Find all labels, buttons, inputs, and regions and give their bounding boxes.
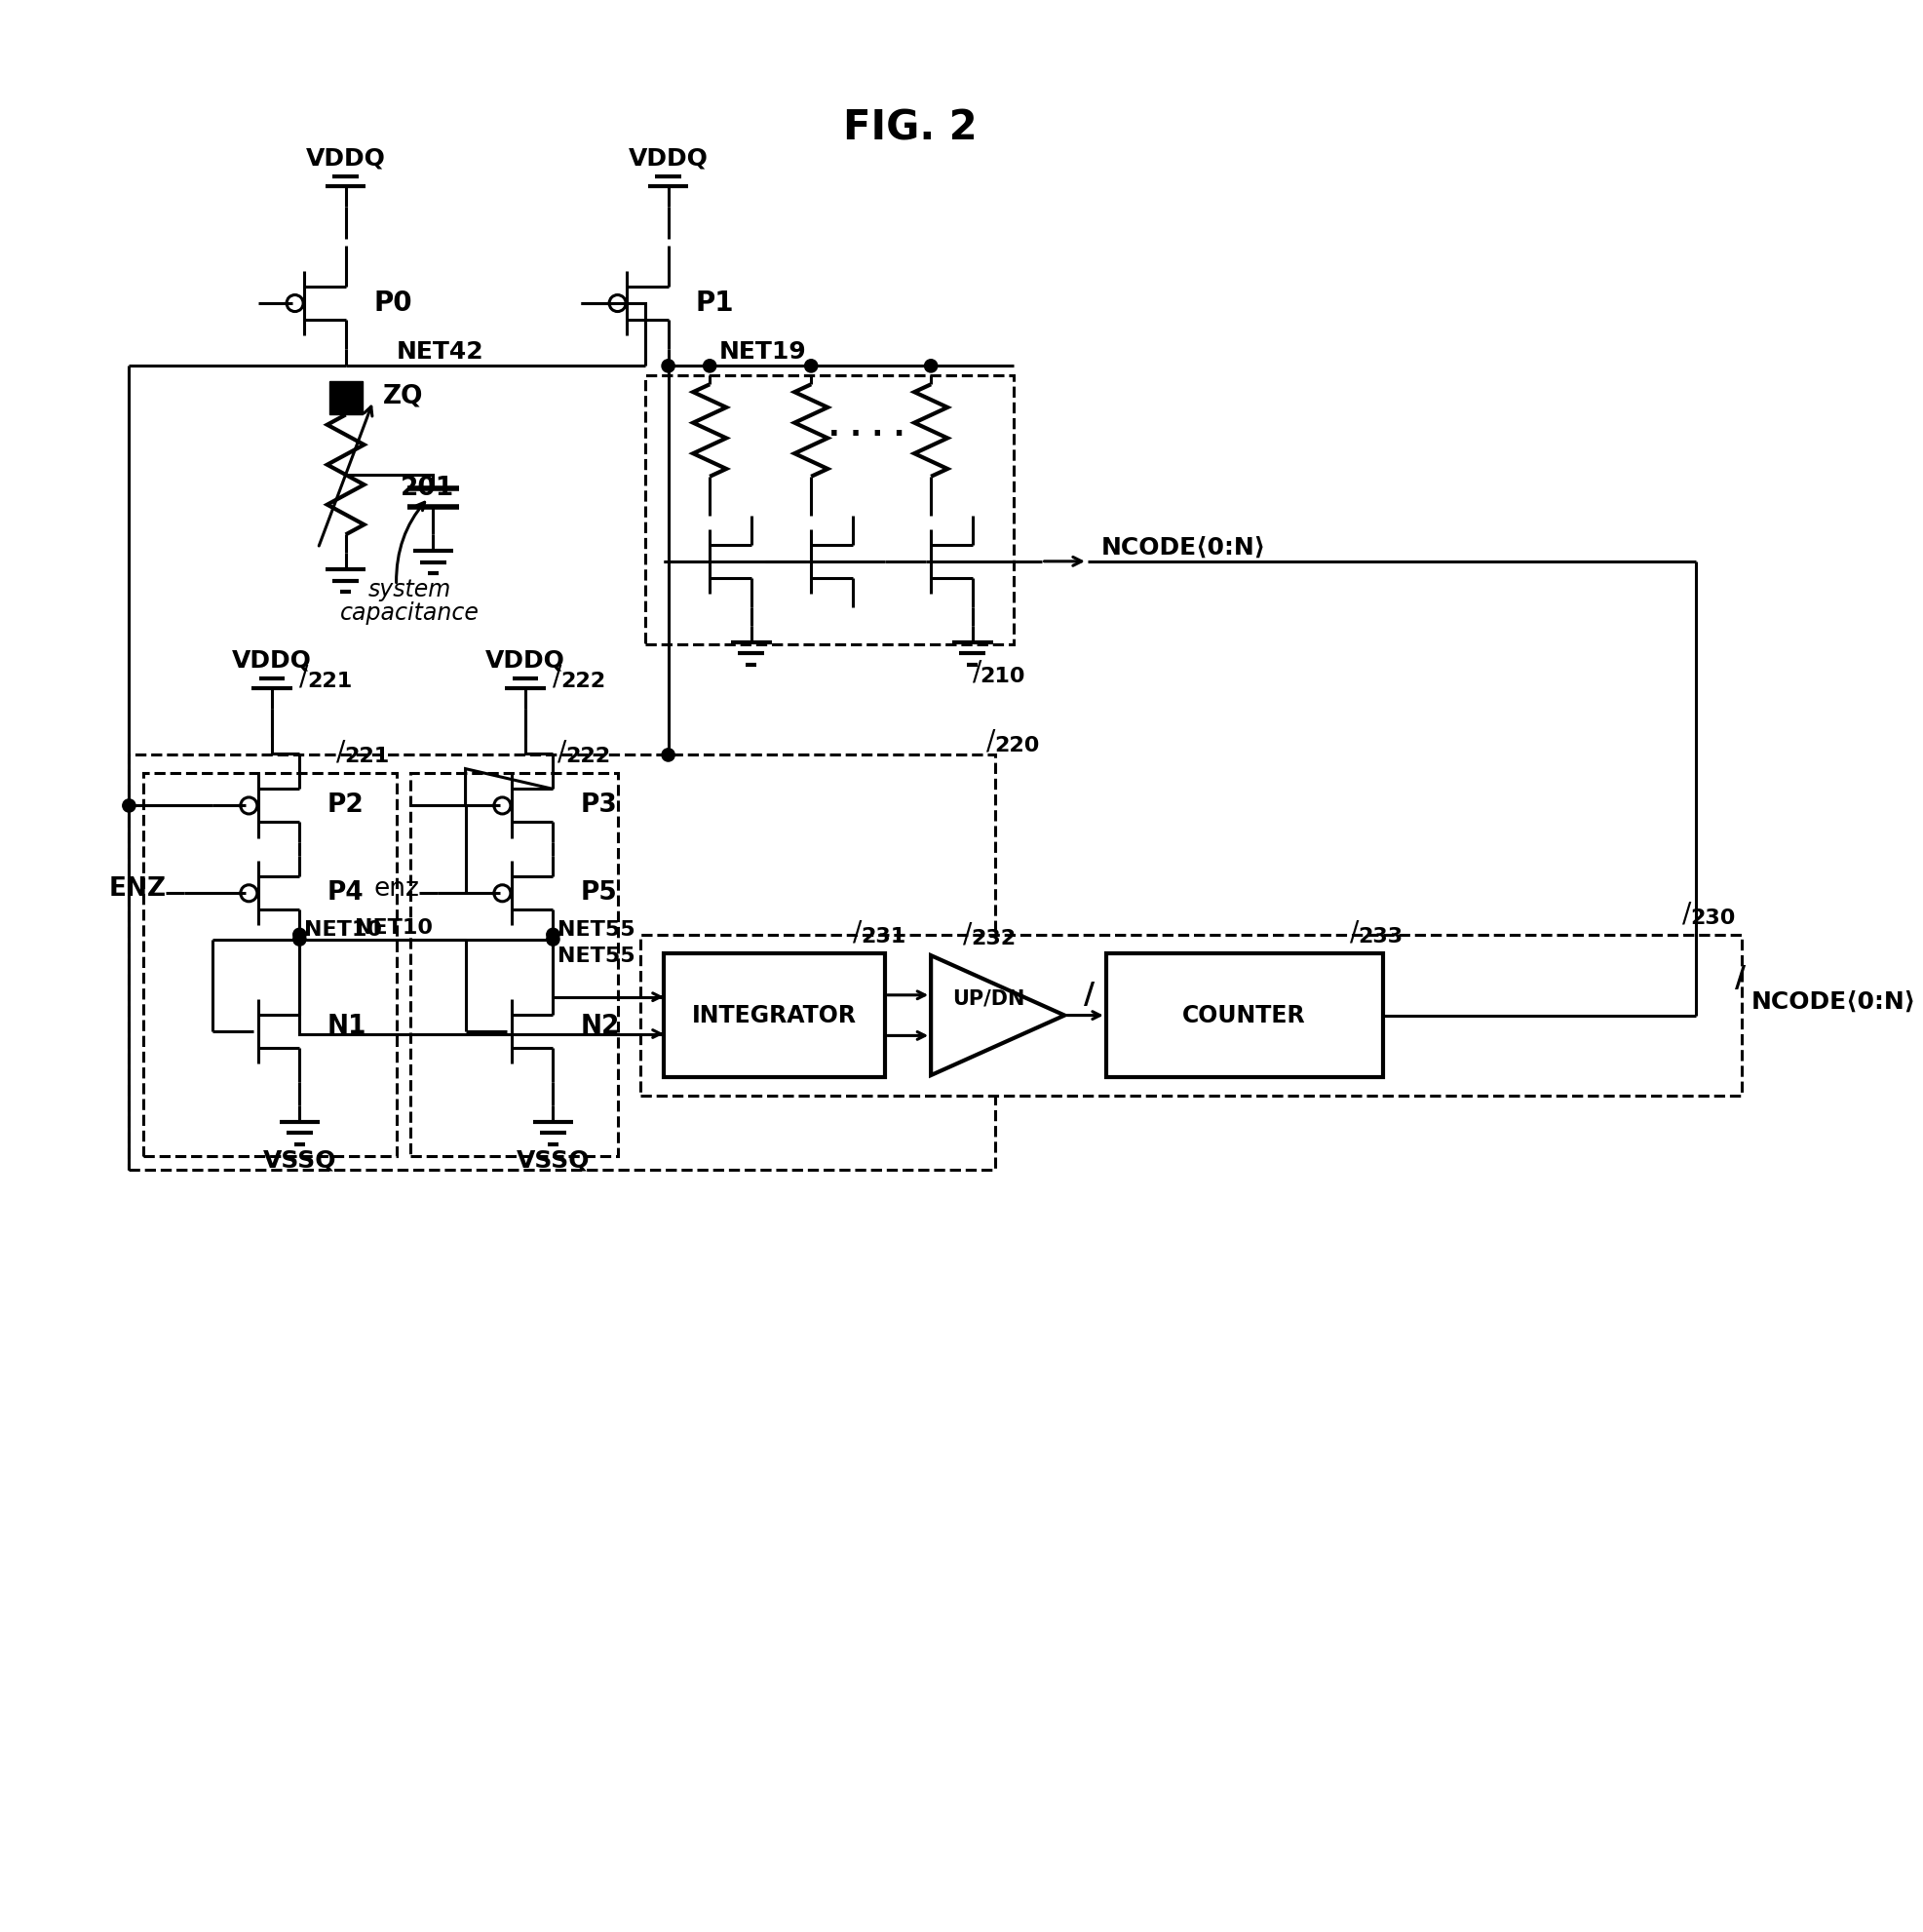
Text: system: system: [369, 578, 452, 601]
Bar: [1106, 952, 1383, 1078]
Text: NET10: NET10: [354, 918, 433, 937]
Text: P1: P1: [696, 290, 735, 317]
Bar: [329, 381, 362, 415]
Text: /: /: [971, 659, 981, 686]
Text: NCODE⟨0:N⟩: NCODE⟨0:N⟩: [1750, 989, 1915, 1012]
Text: VDDQ: VDDQ: [485, 649, 565, 672]
Text: enz: enz: [373, 875, 419, 900]
Bar: [129, 755, 994, 1169]
Bar: [410, 773, 617, 1155]
Circle shape: [662, 748, 675, 761]
Text: /: /: [1083, 981, 1094, 1009]
Text: /: /: [1681, 900, 1690, 927]
Text: 231: 231: [860, 927, 906, 947]
Text: ENZ: ENZ: [108, 875, 165, 900]
Text: 233: 233: [1358, 927, 1402, 947]
Text: P5: P5: [581, 881, 617, 906]
Text: /: /: [1735, 964, 1744, 993]
Circle shape: [546, 933, 560, 947]
Text: P2: P2: [327, 792, 363, 819]
Text: ZQ: ZQ: [383, 384, 423, 410]
Text: /: /: [1350, 918, 1360, 945]
Text: /: /: [558, 738, 567, 765]
Text: 230: 230: [1688, 908, 1735, 927]
Circle shape: [292, 927, 306, 941]
Text: . . . .: . . . .: [827, 413, 904, 442]
Text: N2: N2: [581, 1014, 619, 1039]
Text: VDDQ: VDDQ: [629, 147, 708, 170]
Text: P3: P3: [581, 792, 617, 819]
Text: /: /: [300, 663, 308, 690]
Text: UP/DN: UP/DN: [952, 989, 1025, 1009]
Polygon shape: [931, 956, 1063, 1076]
Text: P0: P0: [373, 290, 412, 317]
Circle shape: [925, 359, 937, 373]
Text: /: /: [337, 738, 346, 765]
Text: 220: 220: [994, 736, 1038, 755]
Text: 222: 222: [562, 672, 606, 692]
Bar: [644, 375, 1013, 643]
Text: 201: 201: [400, 475, 454, 500]
Text: P4: P4: [327, 881, 363, 906]
Bar: [663, 952, 885, 1078]
Circle shape: [123, 800, 135, 811]
Text: NET55: NET55: [558, 920, 635, 939]
Text: NET55: NET55: [558, 947, 635, 966]
Text: /: /: [963, 920, 971, 949]
Text: 221: 221: [344, 748, 388, 767]
Circle shape: [704, 359, 715, 373]
Text: FIG. 2: FIG. 2: [842, 108, 977, 149]
Text: VDDQ: VDDQ: [306, 147, 385, 170]
Text: 210: 210: [979, 667, 1025, 686]
Circle shape: [292, 933, 306, 947]
Text: /: /: [986, 728, 994, 755]
Bar: [142, 773, 396, 1155]
Text: 221: 221: [308, 672, 352, 692]
Text: NET42: NET42: [396, 340, 483, 363]
Bar: [640, 935, 1740, 1095]
Text: 232: 232: [971, 929, 1015, 949]
Text: NCODE⟨0:N⟩: NCODE⟨0:N⟩: [1100, 535, 1265, 558]
Text: /: /: [852, 918, 862, 945]
Text: NET10: NET10: [304, 920, 383, 939]
Circle shape: [804, 359, 817, 373]
Text: N1: N1: [327, 1014, 367, 1039]
Text: capacitance: capacitance: [340, 601, 479, 624]
Text: NET19: NET19: [719, 340, 806, 363]
Text: COUNTER: COUNTER: [1183, 1003, 1306, 1028]
Text: /: /: [552, 663, 562, 690]
Text: VDDQ: VDDQ: [233, 649, 312, 672]
Text: INTEGRATOR: INTEGRATOR: [692, 1003, 856, 1028]
Text: VSSQ: VSSQ: [263, 1150, 337, 1173]
Circle shape: [546, 927, 560, 941]
Circle shape: [662, 359, 675, 373]
Text: 222: 222: [565, 748, 610, 767]
Text: VSSQ: VSSQ: [515, 1150, 590, 1173]
